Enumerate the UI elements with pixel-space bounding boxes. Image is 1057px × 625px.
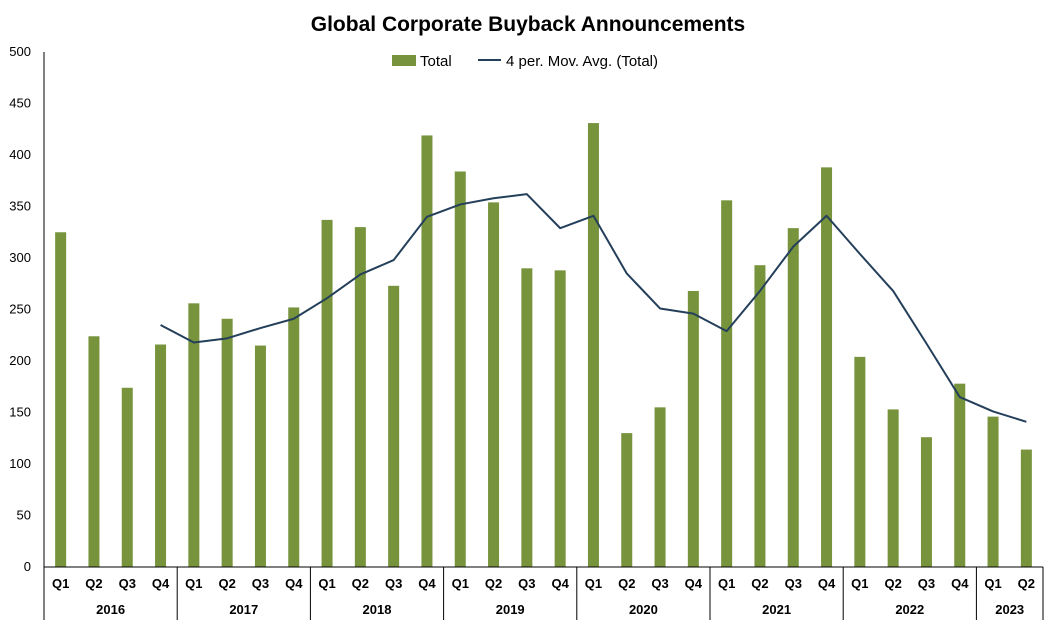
bar <box>354 227 366 567</box>
bar <box>221 318 233 567</box>
y-tick-label: 100 <box>9 456 31 471</box>
bar <box>254 345 266 567</box>
bar-series-total <box>55 123 1032 568</box>
x-group-label: 2023 <box>995 602 1024 617</box>
bar <box>721 200 733 567</box>
y-tick-label: 200 <box>9 353 31 368</box>
x-tick-label: Q3 <box>918 576 935 591</box>
legend: Total 4 per. Mov. Avg. (Total) <box>392 53 658 70</box>
x-tick-label: Q4 <box>152 576 170 591</box>
x-tick-label: Q2 <box>485 576 502 591</box>
bar <box>754 265 766 567</box>
x-tick-label: Q1 <box>185 576 202 591</box>
bar <box>388 285 400 567</box>
y-tick-label: 350 <box>9 199 31 214</box>
bar <box>121 387 133 567</box>
x-tick-label: Q1 <box>318 576 335 591</box>
y-tick-label: 500 <box>9 44 31 59</box>
moving-average-line <box>160 193 1027 423</box>
x-axis: Q1 Q2 Q3 Q4 Q1 Q2 Q3 Q4 Q1 Q2 Q3 Q4 Q1 Q2 Q3 Q4 Q1 Q2 Q3 Q4… <box>43 566 1044 620</box>
x-tick-label: Q3 <box>651 576 668 591</box>
bar <box>554 270 566 567</box>
y-tick-label: 250 <box>9 302 31 317</box>
x-tick-label: Q4 <box>685 576 703 591</box>
bar <box>854 356 866 567</box>
x-group-label: 2022 <box>895 602 924 617</box>
x-tick-label: Q3 <box>252 576 269 591</box>
x-tick-label: Q3 <box>518 576 535 591</box>
bar <box>954 383 966 567</box>
y-tick-label: 450 <box>9 96 31 111</box>
line-series-moving-average <box>160 193 1027 423</box>
bar <box>787 228 799 567</box>
x-tick-label: Q2 <box>352 576 369 591</box>
x-tick-label: Q2 <box>218 576 235 591</box>
legend-label-total: Total <box>420 53 452 70</box>
x-tick-label: Q1 <box>851 576 868 591</box>
x-group-label: 2016 <box>96 602 125 617</box>
y-tick-label: 50 <box>17 508 31 523</box>
bar <box>454 171 466 568</box>
bar <box>488 202 500 567</box>
bar <box>654 407 666 567</box>
bar <box>88 336 100 567</box>
bar <box>920 437 932 567</box>
x-tick-label: Q4 <box>551 576 569 591</box>
x-tick-label: Q4 <box>418 576 436 591</box>
x-group-label: 2020 <box>629 602 658 617</box>
bar <box>621 433 633 567</box>
x-tick-label: Q1 <box>52 576 69 591</box>
bar <box>687 290 699 567</box>
x-tick-label: Q1 <box>585 576 602 591</box>
legend-swatch-total <box>392 55 416 66</box>
bar <box>987 416 999 567</box>
x-tick-label: Q1 <box>718 576 735 591</box>
bar <box>155 344 167 567</box>
x-group-label: 2021 <box>762 602 791 617</box>
x-tick-label: Q2 <box>751 576 768 591</box>
bar <box>1020 449 1032 567</box>
bar <box>321 219 333 567</box>
x-tick-label: Q4 <box>285 576 303 591</box>
x-group-label: 2017 <box>229 602 258 617</box>
y-tick-label: 300 <box>9 250 31 265</box>
x-tick-label: Q3 <box>385 576 402 591</box>
bar <box>421 135 433 567</box>
bar <box>887 409 899 567</box>
bar <box>587 123 599 567</box>
chart-title: Global Corporate Buyback Announcements <box>311 13 745 36</box>
x-group-label: 2019 <box>496 602 525 617</box>
x-tick-label: Q3 <box>119 576 136 591</box>
x-tick-label: Q4 <box>818 576 836 591</box>
x-tick-label: Q1 <box>452 576 469 591</box>
x-tick-label: Q4 <box>951 576 969 591</box>
x-tick-label: Q2 <box>618 576 635 591</box>
x-group-label: 2018 <box>363 602 392 617</box>
legend-label-moving-average: 4 per. Mov. Avg. (Total) <box>506 53 658 70</box>
y-axis: 0 50 100 150 200 250 300 350 400 450 500 <box>9 44 45 574</box>
x-tick-label: Q2 <box>85 576 102 591</box>
x-tick-label: Q2 <box>884 576 901 591</box>
x-tick-label: Q1 <box>984 576 1001 591</box>
bar <box>55 232 67 567</box>
y-tick-label: 400 <box>9 147 31 162</box>
x-tick-label: Q3 <box>785 576 802 591</box>
bar <box>821 167 833 568</box>
bar <box>521 268 533 567</box>
y-tick-label: 150 <box>9 405 31 420</box>
bar <box>288 307 300 567</box>
x-tick-label: Q2 <box>1018 576 1035 591</box>
bar <box>188 303 200 567</box>
y-tick-label: 0 <box>24 559 31 574</box>
